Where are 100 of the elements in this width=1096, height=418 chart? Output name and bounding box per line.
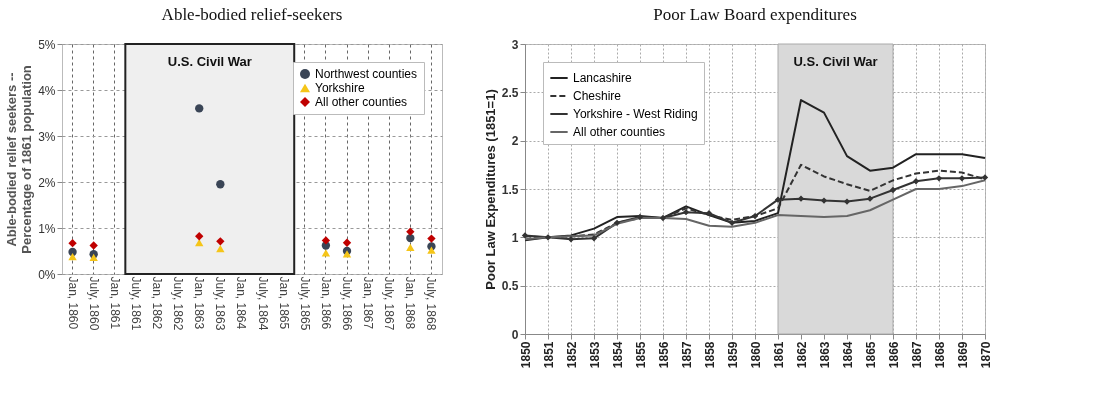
legend-label: All other counties	[573, 125, 666, 139]
x-tick-label: 1863	[817, 341, 832, 369]
x-tick-label: Jan, 1867	[361, 276, 376, 330]
x-tick-label: July, 1862	[171, 276, 186, 331]
x-tick-label: 1866	[886, 341, 901, 369]
x-tick-label: 1857	[679, 341, 694, 369]
x-tick-label: 1870	[978, 341, 993, 369]
y-tick-label: 0.5	[501, 279, 519, 294]
x-tick-label: 1851	[541, 341, 556, 369]
point	[427, 234, 436, 243]
legend-label: All other counties	[315, 95, 408, 109]
y-tick-label: 2.5	[501, 85, 519, 100]
x-tick-label: July, 1860	[86, 276, 101, 331]
point	[427, 246, 436, 254]
x-tick-label: 1858	[702, 341, 717, 369]
y-tick-label: 1	[511, 230, 519, 245]
point	[935, 175, 943, 182]
y-tick-label: 0%	[38, 267, 56, 282]
x-tick-label: July, 1863	[213, 276, 228, 331]
y-tick-label: 5%	[38, 37, 56, 52]
legend-label: Lancashire	[573, 71, 633, 85]
point	[567, 236, 575, 243]
x-tick-label: 1861	[771, 341, 786, 369]
point	[636, 213, 644, 221]
point	[613, 219, 621, 226]
point	[68, 247, 77, 257]
x-tick-label: July, 1868	[424, 276, 439, 331]
y-tick-label: 3%	[38, 129, 56, 144]
point	[216, 237, 225, 246]
y-tick-label: 1%	[38, 221, 56, 236]
point	[68, 239, 77, 248]
x-tick-label: 1868	[932, 341, 947, 369]
x-tick-label: Jan, 1860	[65, 276, 80, 330]
x-tick-label: July, 1866	[340, 276, 354, 331]
x-tick-label: Jan, 1864	[234, 276, 249, 330]
point	[195, 104, 204, 113]
point	[195, 232, 204, 241]
point	[682, 209, 690, 216]
point	[843, 198, 851, 205]
band-label: U.S. Civil War	[167, 54, 252, 69]
y-axis-title: Poor Law Expenditures (1851=1)	[482, 89, 498, 290]
legend-label: Cheshire	[573, 89, 622, 103]
point	[751, 212, 759, 220]
point	[216, 180, 225, 189]
x-tick-label: 1864	[840, 341, 855, 369]
point	[820, 197, 828, 204]
legend-label: Northwest counties	[315, 67, 418, 81]
x-tick-label: July, 1864	[255, 276, 270, 331]
point	[659, 214, 667, 222]
x-tick-label: 1853	[587, 341, 602, 369]
point	[866, 195, 874, 202]
x-tick-label: 1855	[633, 341, 648, 369]
y-tick-label: 2%	[38, 175, 56, 190]
point	[216, 245, 225, 253]
point	[728, 219, 736, 226]
point	[342, 238, 352, 247]
x-tick-label: 1865	[863, 341, 878, 369]
legend-label: Yorkshire - West Riding	[573, 107, 698, 121]
point	[889, 186, 897, 194]
y-tick-label: 0	[511, 327, 519, 342]
x-tick-label: 1856	[656, 341, 671, 369]
x-tick-label: 1862	[794, 341, 809, 369]
x-tick-label: 1854	[610, 341, 625, 369]
y-tick-label: 1.5	[501, 182, 519, 197]
x-tick-label: 1859	[725, 341, 740, 369]
band-label: U.S. Civil War	[793, 54, 878, 69]
y-tick-label: 3	[511, 37, 519, 52]
legend-label: Yorkshire	[315, 81, 365, 95]
point	[544, 234, 552, 241]
chart-title: Poor Law Board expenditures	[653, 5, 857, 24]
x-tick-label: Jan, 1868	[403, 276, 418, 330]
x-tick-label: 1860	[748, 341, 763, 369]
point	[195, 239, 204, 247]
x-tick-label: Jan, 1863	[192, 276, 207, 330]
point	[321, 249, 331, 257]
point	[958, 175, 966, 182]
y-tick-label: 4%	[38, 83, 56, 98]
point	[521, 232, 529, 239]
point	[406, 233, 415, 243]
point	[89, 241, 98, 250]
y-axis-title: Able-bodied relief seekers -- Percentage of 1861 population	[4, 65, 35, 254]
x-tick-label: Jan, 1861	[107, 276, 122, 330]
x-tick-label: Jan, 1865	[276, 276, 291, 330]
point	[406, 227, 415, 236]
point	[705, 210, 713, 217]
x-tick-label: 1852	[564, 341, 579, 369]
x-tick-label: July, 1867	[382, 276, 397, 331]
chart-title: Able-bodied relief-seekers	[161, 5, 343, 24]
y-tick-label: 2	[511, 134, 519, 149]
point	[342, 250, 352, 258]
point	[321, 236, 331, 245]
point	[797, 195, 805, 202]
point	[912, 178, 920, 185]
x-tick-label: 1869	[955, 341, 970, 369]
point	[981, 174, 989, 181]
x-tick-label: Jan, 1866	[318, 276, 333, 330]
x-tick-label: Jan, 1862	[150, 276, 164, 330]
point	[406, 243, 415, 251]
point	[68, 252, 77, 261]
x-tick-label: 1850	[518, 341, 533, 369]
